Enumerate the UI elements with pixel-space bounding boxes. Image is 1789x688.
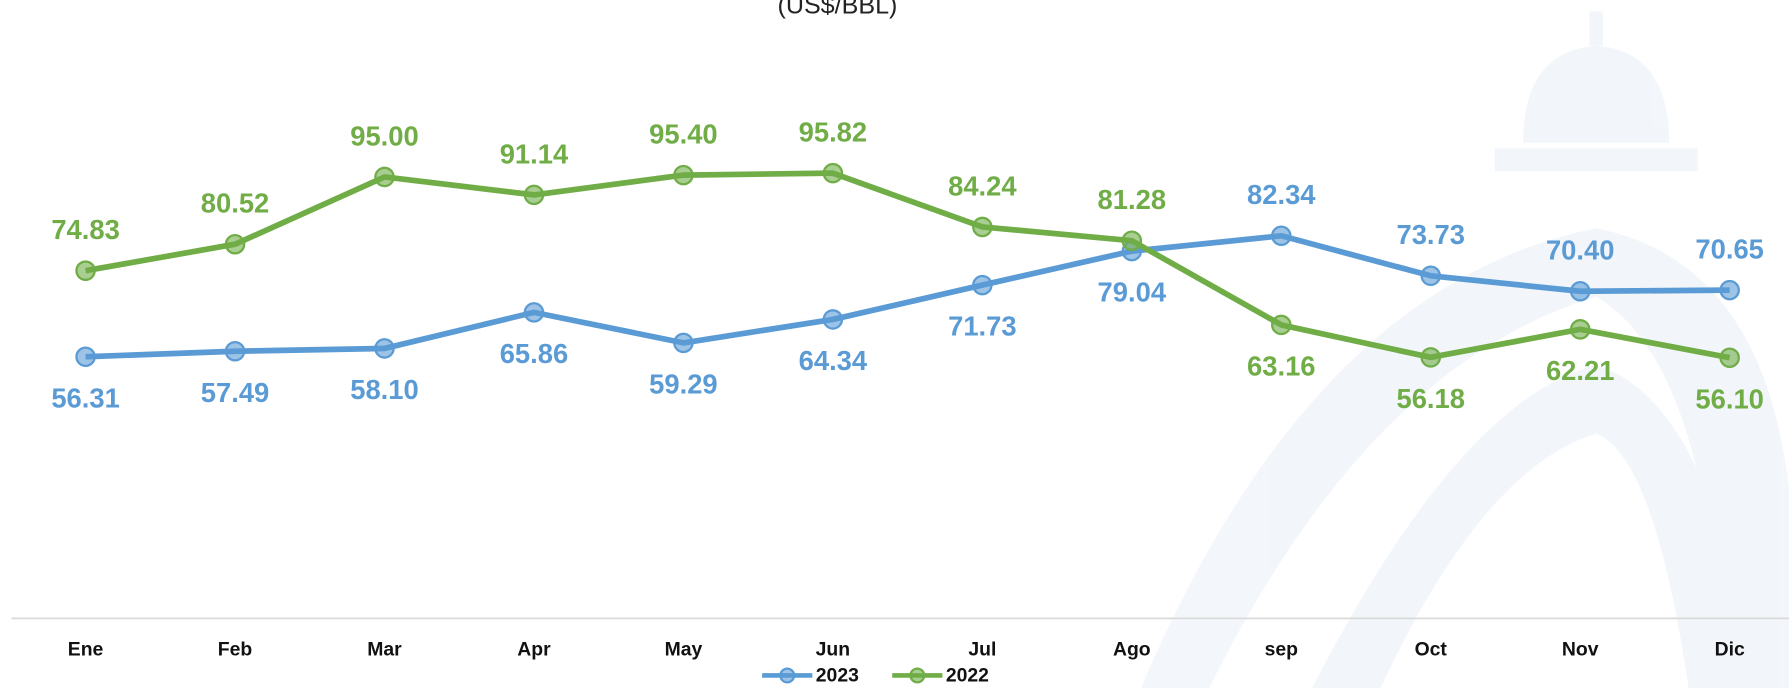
legend-marker (910, 669, 924, 683)
data-point (525, 303, 543, 321)
data-label: 71.73 (948, 311, 1017, 342)
data-label: 59.29 (649, 368, 718, 399)
x-tick-label: Jun (816, 638, 850, 660)
data-label: 65.86 (500, 338, 569, 369)
data-point (1422, 267, 1440, 285)
chart-subtitle: (US$/BBL) (777, 0, 897, 19)
data-label: 91.14 (500, 138, 569, 169)
x-tick-label: Nov (1562, 638, 1599, 660)
data-point (1272, 227, 1290, 245)
chart: (US$/BBL) Ene Feb Mar Apr May Jun Jul Ago sep Oct… (0, 0, 1789, 688)
legend-label: 2022 (946, 665, 989, 687)
data-point (1571, 320, 1589, 338)
data-point (226, 342, 244, 360)
data-point (1123, 232, 1141, 250)
data-label: 62.21 (1546, 355, 1615, 386)
data-point (375, 339, 393, 357)
data-label: 79.04 (1098, 277, 1167, 308)
x-tick-label: Oct (1415, 638, 1448, 660)
data-point (674, 334, 692, 352)
data-point (1422, 348, 1440, 366)
data-label: 82.34 (1247, 179, 1316, 210)
data-point (1721, 349, 1739, 367)
data-point (973, 276, 991, 294)
data-label: 57.49 (201, 377, 270, 408)
data-label: 95.40 (649, 119, 718, 150)
data-point (76, 348, 94, 366)
x-tick-label: Feb (218, 638, 253, 660)
data-label: 80.52 (201, 188, 270, 219)
data-point (674, 166, 692, 184)
x-tick-label: Ene (68, 638, 104, 660)
data-label: 81.28 (1098, 184, 1167, 215)
x-tick-label: Apr (517, 638, 551, 660)
data-label: 56.31 (51, 382, 120, 413)
x-tick-label: Dic (1715, 638, 1745, 660)
data-label: 64.34 (799, 345, 868, 376)
data-point (824, 164, 842, 182)
data-label: 56.18 (1396, 383, 1465, 414)
data-label: 70.40 (1546, 235, 1615, 266)
data-point (1721, 281, 1739, 299)
data-label: 73.73 (1396, 219, 1465, 250)
data-point (1571, 282, 1589, 300)
page: {"chart_data": {"type": "line", "subtitl… (0, 0, 1789, 688)
x-tick-label: May (665, 638, 703, 660)
data-point (375, 168, 393, 186)
x-tick-label: Jul (968, 638, 996, 660)
data-label: 74.83 (51, 214, 120, 245)
data-label: 95.82 (799, 117, 868, 148)
data-label: 63.16 (1247, 350, 1316, 381)
x-tick-label: Mar (367, 638, 402, 660)
x-tick-label: sep (1265, 638, 1299, 660)
legend-label: 2023 (816, 665, 859, 687)
data-point (76, 262, 94, 280)
data-label: 56.10 (1695, 383, 1764, 414)
data-point (973, 218, 991, 236)
data-point (226, 235, 244, 253)
data-label: 58.10 (350, 374, 419, 405)
data-point (525, 186, 543, 204)
data-point (824, 310, 842, 328)
legend-marker (780, 669, 794, 683)
data-label: 95.00 (350, 120, 419, 151)
data-point (1272, 316, 1290, 334)
data-label: 84.24 (948, 170, 1017, 201)
data-label: 70.65 (1695, 234, 1764, 265)
x-tick-label: Ago (1113, 638, 1151, 660)
